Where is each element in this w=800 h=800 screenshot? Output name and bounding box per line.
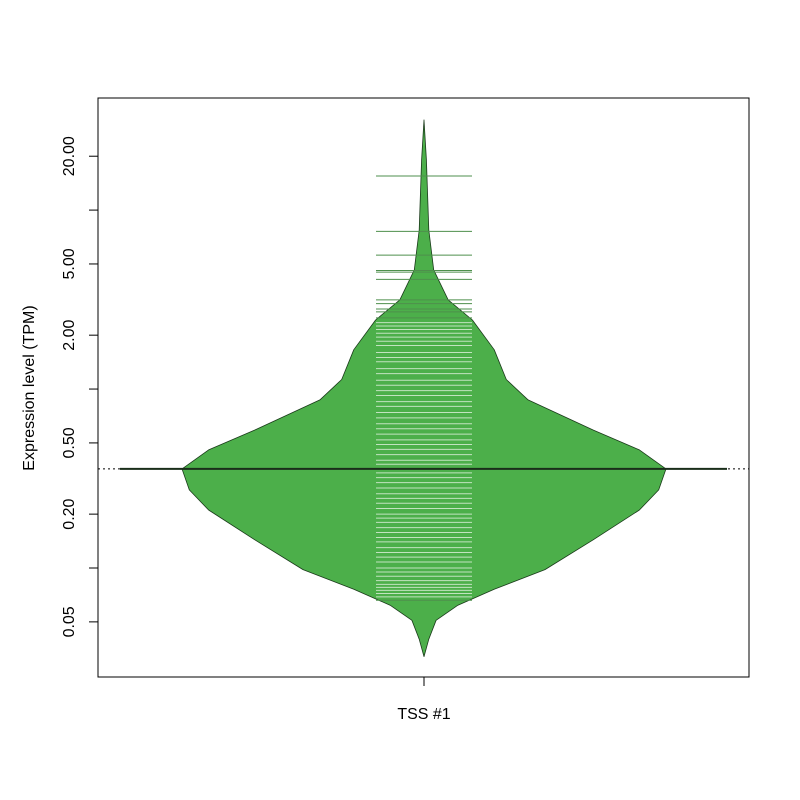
y-tick-label: 2.00 [61,320,78,351]
y-tick-label: 0.20 [61,498,78,529]
plot-frame [97,97,750,678]
bean-density [181,119,667,657]
y-tick-label: 0.05 [61,606,78,637]
y-tick-label: 5.00 [61,248,78,279]
y-tick-label: 20.00 [61,136,78,176]
y-axis-title: Expression level (TPM) [21,305,38,470]
x-tick-label: TSS #1 [397,706,450,723]
y-tick-label: 0.50 [61,427,78,458]
